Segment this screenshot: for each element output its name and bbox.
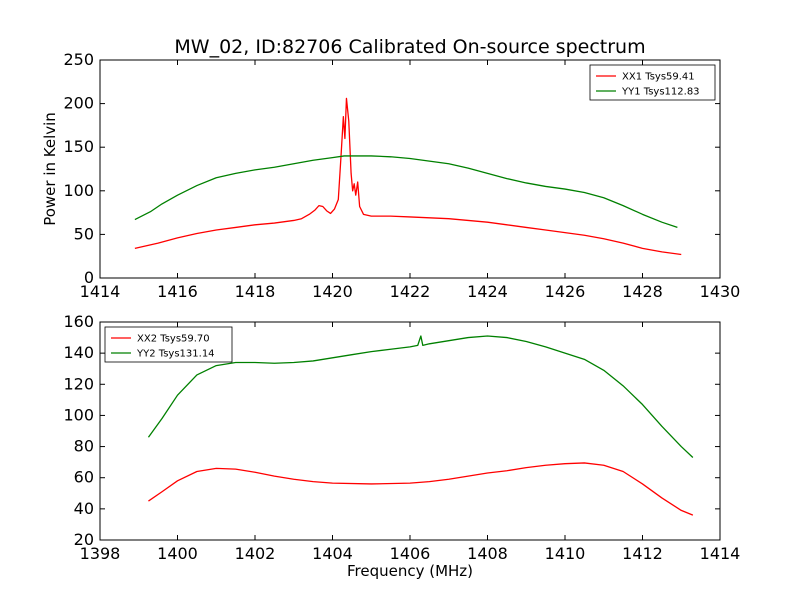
- top-series-line-2: [134, 155, 678, 229]
- top-series-line-1: [134, 97, 682, 256]
- top-y-tick-label: 250: [63, 50, 94, 69]
- bottom-x-tick-label: 1406: [390, 544, 431, 563]
- top-x-tick-label: 1418: [235, 282, 276, 301]
- top-x-tick-label: 1420: [312, 282, 353, 301]
- top-x-tick-label: 1426: [545, 282, 586, 301]
- bottom-y-tick-label: 140: [63, 343, 94, 362]
- chart-title: MW_02, ID:82706 Calibrated On-source spe…: [174, 36, 645, 58]
- bottom-y-tick-label: 160: [63, 312, 94, 331]
- bottom-x-tick-label: 1410: [545, 544, 586, 563]
- bottom-x-tick-label: 1412: [622, 544, 663, 563]
- top-x-tick-label: 1416: [157, 282, 198, 301]
- bottom-x-tick-label: 1402: [235, 544, 276, 563]
- top-y-tick-label: 50: [74, 224, 94, 243]
- bottom-y-tick-label: 100: [63, 405, 94, 424]
- bottom-y-tick-label: 120: [63, 374, 94, 393]
- bottom-series-line-1: [148, 462, 694, 516]
- bottom-legend-entry-1: XX2 Tsys59.70: [137, 334, 210, 345]
- bottom-legend-box: [104, 326, 233, 363]
- bottom-x-tick-label: 1404: [312, 544, 353, 563]
- top-x-tick-label: 1430: [700, 282, 741, 301]
- top-y-tick-label: 0: [84, 268, 94, 287]
- bottom-x-tick-label: 1414: [700, 544, 741, 563]
- bottom-y-tick-label: 80: [74, 437, 94, 456]
- top-y-tick-label: 150: [63, 137, 94, 156]
- top-y-tick-label: 100: [63, 181, 94, 200]
- top-x-tick-label: 1428: [622, 282, 663, 301]
- bottom-y-tick-label: 40: [74, 499, 94, 518]
- top-legend-entry-2: YY1 Tsys112.83: [621, 87, 700, 98]
- top-x-tick-label: 1424: [467, 282, 508, 301]
- bottom-x-tick-label: 1408: [467, 544, 508, 563]
- bottom-series-line-2: [147, 335, 694, 458]
- bottom-x-tick-label: 1398: [80, 544, 121, 563]
- bottom-x-tick-label: 1400: [157, 544, 198, 563]
- bottom-y-tick-label: 60: [74, 468, 94, 487]
- top-x-tick-label: 1422: [390, 282, 431, 301]
- top-legend-box: [589, 64, 716, 101]
- bottom-y-tick-label: 20: [74, 530, 94, 549]
- bottom-legend-entry-2: YY2 Tsys131.14: [136, 349, 215, 360]
- top-y-axis-label: Power in Kelvin: [41, 112, 59, 226]
- top-y-tick-label: 200: [63, 94, 94, 113]
- top-legend-entry-1: XX1 Tsys59.41: [622, 72, 695, 83]
- bottom-x-axis-label: Frequency (MHz): [347, 562, 473, 580]
- top-x-tick-label: 1414: [80, 282, 121, 301]
